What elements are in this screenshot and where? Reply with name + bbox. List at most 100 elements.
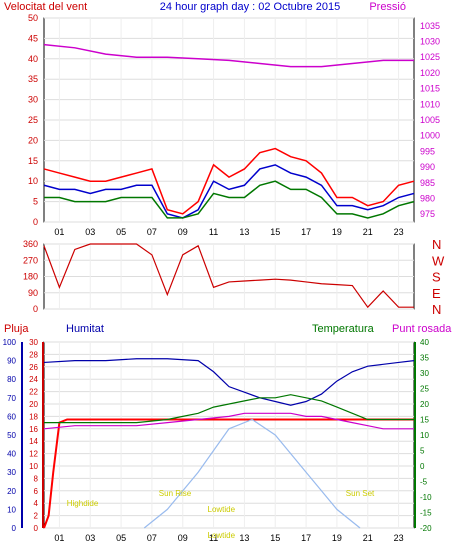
chart1-xtick: 17 <box>301 227 311 237</box>
chart1-xtick: 03 <box>85 227 95 237</box>
chart2-ytick-right: E <box>432 286 441 301</box>
chart3-ytick-humitat: 20 <box>7 487 16 496</box>
chart3-ytick-pluja: 20 <box>29 400 38 409</box>
chart3-ytick-temp: -20 <box>420 524 432 533</box>
chart3-frame <box>43 341 415 529</box>
chart1-ytick-left: 10 <box>28 176 38 186</box>
chart3-series-line <box>43 418 414 529</box>
chart1-xtick: 09 <box>178 227 188 237</box>
chart3-xtick: 09 <box>178 533 188 543</box>
chart1-ytick-right: 1025 <box>420 52 440 62</box>
chart3-ytick-humitat: 10 <box>7 505 16 514</box>
chart1-ytick-right: 1035 <box>420 21 440 31</box>
chart1-ytick-left: 0 <box>33 217 38 227</box>
chart3-ytick-temp: 15 <box>420 416 429 425</box>
chart3-ytick-humitat: 40 <box>7 450 16 459</box>
chart2-ytick-right: S <box>432 270 441 285</box>
chart1-ytick-right: 1015 <box>420 84 440 94</box>
chart3-ytick-pluja: 18 <box>29 412 38 421</box>
chart3-ytick-temp: -15 <box>420 509 432 518</box>
chart3-ytick-temp: 10 <box>420 431 429 440</box>
chart2-series-line <box>43 243 414 309</box>
chart3-annotation: Lowtide <box>208 531 236 540</box>
chart1-left-label: Velocitat del vent <box>4 1 87 13</box>
chart1-title: 24 hour graph day : 02 Octubre 2015 <box>160 1 340 13</box>
chart3-ytick-temp: 35 <box>420 354 429 363</box>
chart3-annotation: Sun Set <box>346 489 375 498</box>
chart3-xtick: 23 <box>394 533 404 543</box>
chart1-xtick: 15 <box>270 227 280 237</box>
chart1-ytick-left: 5 <box>33 197 38 207</box>
chart3-ytick-temp: 20 <box>420 400 429 409</box>
chart3-xtick: 03 <box>85 533 95 543</box>
chart3-ytick-humitat: 0 <box>12 524 17 533</box>
chart1-xtick: 11 <box>209 227 218 237</box>
chart1-ytick-right: 990 <box>420 162 435 172</box>
chart1-xtick: 19 <box>332 227 342 237</box>
chart3-series-line <box>43 358 415 406</box>
chart3-ytick-humitat: 60 <box>7 412 16 421</box>
chart3-xtick: 21 <box>363 533 373 543</box>
chart2-ytick-left: 0 <box>33 304 38 314</box>
chart3-annotation: Sun Rise <box>159 489 192 498</box>
chart2-ytick-right: W <box>432 253 445 268</box>
chart3-xtick: 11 <box>209 533 218 543</box>
chart3-xtick: 19 <box>332 533 342 543</box>
chart1-ytick-right: 1010 <box>420 99 440 109</box>
chart3-ytick-humitat: 30 <box>7 468 16 477</box>
chart2-ytick-right: N <box>432 302 441 317</box>
chart2-ytick-left: 90 <box>28 288 38 298</box>
chart1-xtick: 05 <box>116 227 126 237</box>
chart1-ytick-right: 1020 <box>420 68 440 78</box>
chart1-series-line <box>43 43 414 68</box>
chart3-ytick-pluja: 30 <box>29 338 38 347</box>
chart1-xtick: 07 <box>147 227 157 237</box>
chart3-ytick-humitat: 50 <box>7 431 16 440</box>
chart1-series-line <box>43 164 415 219</box>
chart2-ytick-right: N <box>432 237 441 252</box>
chart3-ytick-pluja: 2 <box>34 512 39 521</box>
chart3-xtick: 15 <box>270 533 280 543</box>
chart3-label-dewpoint: Punt rosada <box>392 323 452 335</box>
chart1-ytick-right: 980 <box>420 193 435 203</box>
chart3-series-line <box>143 418 361 529</box>
chart3-ytick-pluja: 16 <box>29 425 38 434</box>
chart3-ytick-pluja: 4 <box>34 499 39 508</box>
chart1-series-line <box>43 147 415 215</box>
chart1-xtick: 13 <box>239 227 249 237</box>
chart3-ytick-pluja: 10 <box>29 462 38 471</box>
chart3-ytick-temp: 30 <box>420 369 429 378</box>
chart1-ytick-right: 985 <box>420 178 435 188</box>
chart1-ytick-right: 995 <box>420 146 435 156</box>
chart1-xtick: 01 <box>54 227 64 237</box>
chart3-ytick-pluja: 14 <box>29 437 38 446</box>
chart3-annotation: Lowtide <box>208 505 236 514</box>
chart3-xtick: 07 <box>147 533 157 543</box>
chart3-ytick-humitat: 70 <box>7 394 16 403</box>
chart3-ytick-temp: -5 <box>420 478 428 487</box>
chart3-ytick-temp: -10 <box>420 493 432 502</box>
chart1-ytick-left: 45 <box>28 33 38 43</box>
chart2-ytick-left: 360 <box>23 239 38 249</box>
chart1-series-line <box>44 180 415 219</box>
chart3-ytick-pluja: 8 <box>34 474 39 483</box>
chart3-ytick-temp: 5 <box>420 447 425 456</box>
chart1-ytick-right: 1000 <box>420 131 440 141</box>
chart3-ytick-pluja: 6 <box>34 487 39 496</box>
chart1-ytick-right: 1005 <box>420 115 440 125</box>
chart3-series-line <box>44 394 414 424</box>
chart1-ytick-left: 35 <box>28 74 38 84</box>
chart3-xtick: 17 <box>301 533 311 543</box>
chart3-ytick-humitat: 100 <box>3 338 17 347</box>
chart3-xtick: 13 <box>239 533 249 543</box>
chart1-ytick-left: 40 <box>28 54 38 64</box>
chart1-ytick-left: 50 <box>28 13 38 23</box>
chart3-ytick-temp: 40 <box>420 338 429 347</box>
chart3-ytick-pluja: 0 <box>34 524 39 533</box>
chart3-ytick-humitat: 90 <box>7 357 16 366</box>
chart3-ytick-temp: 25 <box>420 385 429 394</box>
chart2-ytick-left: 180 <box>23 272 38 282</box>
chart2-ytick-left: 270 <box>23 255 38 265</box>
chart1-ytick-left: 30 <box>28 95 38 105</box>
